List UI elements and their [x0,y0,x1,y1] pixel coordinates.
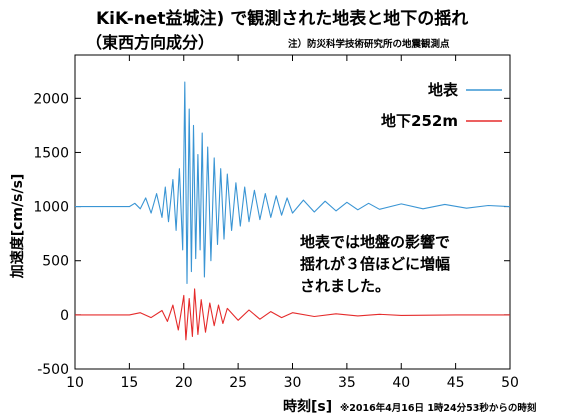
legend: 地表 地下252m [381,81,502,130]
x-tick-label: 10 [66,375,84,391]
series-layer [75,81,511,341]
series-line-surface [75,81,511,285]
x-axis-note: ※2016年4月16日 1時24分53秒からの時刻 [340,402,536,414]
x-tick-label: 45 [447,375,465,391]
legend-label-underground: 地下252m [381,112,458,130]
x-tick-label: 40 [392,375,410,391]
x-tick-label: 30 [284,375,302,391]
y-tick-label: 1500 [33,145,69,161]
x-tick-label: 50 [501,375,519,391]
y-tick-label: 0 [60,308,69,324]
y-tick-label: 500 [42,254,69,270]
annotation: 地表では地盤の影響で 揺れが３倍ほどに増幅 されました。 [300,233,450,295]
x-tick-label: 25 [229,375,247,391]
x-axis-label: 時刻[s] [283,398,332,415]
x-tick-label: 20 [175,375,193,391]
y-tick-label: 1000 [33,200,69,216]
chart-title: KiK-net益城注) で観測された地表と地下の揺れ [96,8,468,29]
annotation-line-1: 地表では地盤の影響で [300,233,450,251]
legend-label-surface: 地表 [428,81,459,99]
source-note: 注）防災科学技術研究所の地震観測点 [288,38,450,50]
x-axis: 10 15 20 25 30 35 40 45 50 [66,55,519,391]
x-tick-label: 35 [338,375,356,391]
annotation-line-2: 揺れが３倍ほどに増幅 [300,255,450,273]
y-tick-label: 2000 [33,91,69,107]
series-line-underground [75,288,510,341]
chart-subtitle: （東西方向成分） [86,33,214,52]
y-tick-label: -500 [37,362,69,378]
annotation-line-3: されました。 [300,277,390,295]
x-tick-label: 15 [120,375,138,391]
y-axis-label: 加速度[cm/s/s] [9,174,26,280]
